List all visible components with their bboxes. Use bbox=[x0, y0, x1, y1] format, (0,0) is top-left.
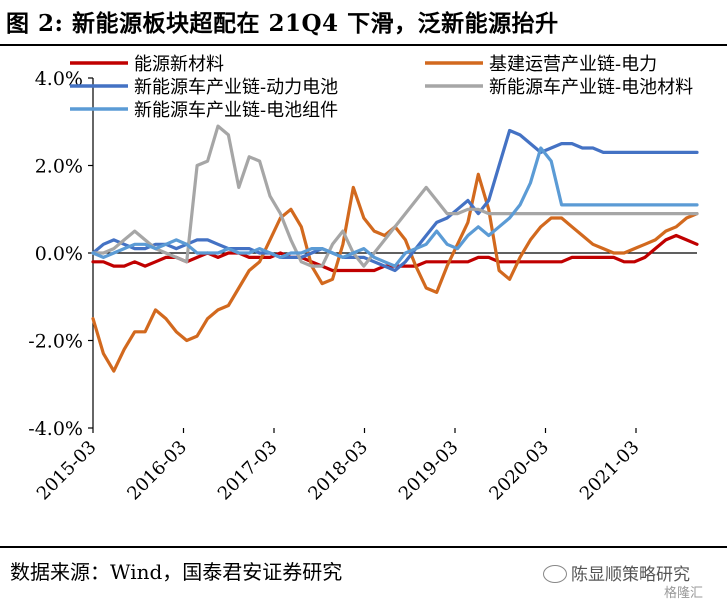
brand-text: 陈显顺策略研究 bbox=[571, 565, 690, 585]
watermark: 格隆汇 bbox=[664, 586, 704, 601]
x-tick-label: 2016-03 bbox=[123, 437, 191, 505]
chart-title: 图 2: 新能源板块超配在 21Q4 下滑，泛新能源抬升 bbox=[6, 10, 559, 37]
legend-label: 新能源车产业链-动力电池 bbox=[134, 77, 338, 98]
y-tick-label: -2.0% bbox=[28, 331, 83, 353]
series-line-4 bbox=[91, 124, 699, 268]
x-tick-label: 2021-03 bbox=[576, 437, 644, 505]
legend-label: 新能源车产业链-电池组件 bbox=[134, 100, 338, 121]
y-tick-label: 2.0% bbox=[35, 156, 83, 178]
x-tick-label: 2015-03 bbox=[33, 437, 101, 505]
legend-label: 能源新材料 bbox=[134, 54, 224, 75]
legend-label: 基建运营产业链-电力 bbox=[489, 54, 657, 75]
y-tick-label: -4.0% bbox=[28, 418, 83, 440]
bottom-rule bbox=[0, 546, 727, 548]
source-note: 数据来源：Wind，国泰君安证券研究 bbox=[10, 560, 343, 584]
line-chart: 4.0%2.0%0.0%-2.0%-4.0%2015-03 2016-03 2017… bbox=[28, 54, 699, 504]
x-tick-label: 2019-03 bbox=[395, 437, 463, 505]
series-line-3 bbox=[91, 128, 699, 273]
series-line-5 bbox=[91, 146, 699, 268]
x-tick-label: 2020-03 bbox=[485, 437, 553, 505]
legend-label: 新能源车产业链-电池材料 bbox=[489, 77, 693, 98]
wechat-icon bbox=[543, 565, 567, 583]
x-tick-label: 2017-03 bbox=[214, 437, 282, 505]
top-rule bbox=[0, 44, 727, 46]
x-tick-label: 2018-03 bbox=[304, 437, 372, 505]
brand-label: 陈显顺策略研究 bbox=[543, 560, 690, 585]
series-lines bbox=[91, 124, 699, 373]
y-tick-label: 0.0% bbox=[35, 243, 83, 265]
axes: 4.0%2.0%0.0%-2.0%-4.0%2015-03 2016-03 2017… bbox=[28, 68, 697, 504]
